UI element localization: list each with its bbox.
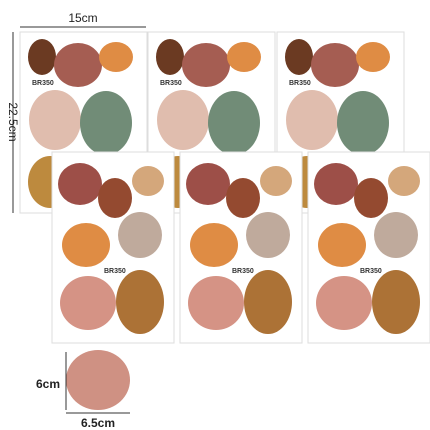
sheet-label: BR350 [32,80,54,87]
sheet-label: BR350 [160,80,182,87]
front-sheet [179,151,303,344]
sheet-label: BR350 [360,268,382,275]
sample-height-label: 6cm [36,377,60,391]
sample-width-label: 6.5cm [81,416,115,430]
sheet-label: BR350 [289,80,311,87]
width-label: 15cm [68,11,97,25]
sample-sticker [66,350,130,410]
sheet-label: BR350 [104,268,126,275]
front-sheet [307,151,430,344]
sheet-label: BR350 [232,268,254,275]
front-sheet [51,151,175,344]
height-label: 22.5cm [6,102,20,141]
